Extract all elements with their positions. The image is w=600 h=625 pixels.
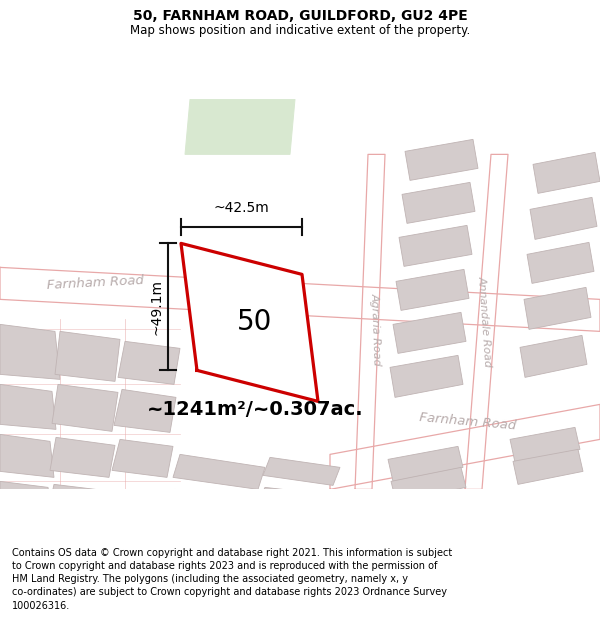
- Text: Contains OS data © Crown copyright and database right 2021. This information is : Contains OS data © Crown copyright and d…: [12, 548, 452, 611]
- Polygon shape: [0, 268, 600, 331]
- Polygon shape: [114, 389, 176, 432]
- Polygon shape: [181, 243, 318, 401]
- Text: 50, FARNHAM ROAD, GUILDFORD, GU2 4PE: 50, FARNHAM ROAD, GUILDFORD, GU2 4PE: [133, 9, 467, 23]
- Polygon shape: [48, 484, 112, 518]
- Polygon shape: [52, 384, 118, 431]
- Polygon shape: [399, 226, 472, 266]
- Polygon shape: [258, 488, 335, 509]
- Polygon shape: [118, 341, 180, 384]
- Polygon shape: [533, 152, 600, 193]
- Polygon shape: [185, 99, 295, 154]
- Polygon shape: [388, 446, 463, 481]
- Polygon shape: [263, 458, 340, 486]
- Text: ~49.1m: ~49.1m: [150, 279, 164, 335]
- Polygon shape: [393, 312, 466, 353]
- Polygon shape: [390, 356, 463, 398]
- Text: Agraria Road: Agraria Road: [370, 292, 383, 366]
- Text: Farnham Road: Farnham Road: [46, 274, 144, 292]
- Polygon shape: [396, 269, 469, 311]
- Polygon shape: [513, 449, 583, 484]
- Polygon shape: [0, 384, 56, 429]
- Polygon shape: [527, 242, 594, 283]
- Polygon shape: [55, 331, 120, 381]
- Polygon shape: [112, 439, 173, 478]
- Text: Farnham Road: Farnham Road: [419, 411, 517, 432]
- Polygon shape: [0, 324, 60, 379]
- Polygon shape: [402, 182, 475, 223]
- Polygon shape: [0, 434, 54, 478]
- Polygon shape: [355, 154, 385, 489]
- Text: Annandale Road: Annandale Road: [477, 276, 493, 368]
- Text: ~42.5m: ~42.5m: [214, 201, 269, 216]
- Polygon shape: [524, 288, 591, 329]
- Text: Map shows position and indicative extent of the property.: Map shows position and indicative extent…: [130, 24, 470, 37]
- Polygon shape: [465, 154, 508, 489]
- Polygon shape: [50, 438, 115, 478]
- Polygon shape: [168, 489, 258, 514]
- Polygon shape: [0, 481, 52, 514]
- Polygon shape: [530, 198, 597, 239]
- Polygon shape: [391, 468, 466, 501]
- Text: 50: 50: [237, 308, 272, 336]
- Polygon shape: [405, 139, 478, 181]
- Polygon shape: [330, 404, 600, 489]
- Polygon shape: [520, 336, 587, 377]
- Polygon shape: [173, 454, 265, 489]
- Text: ~1241m²/~0.307ac.: ~1241m²/~0.307ac.: [146, 400, 364, 419]
- Polygon shape: [510, 428, 580, 462]
